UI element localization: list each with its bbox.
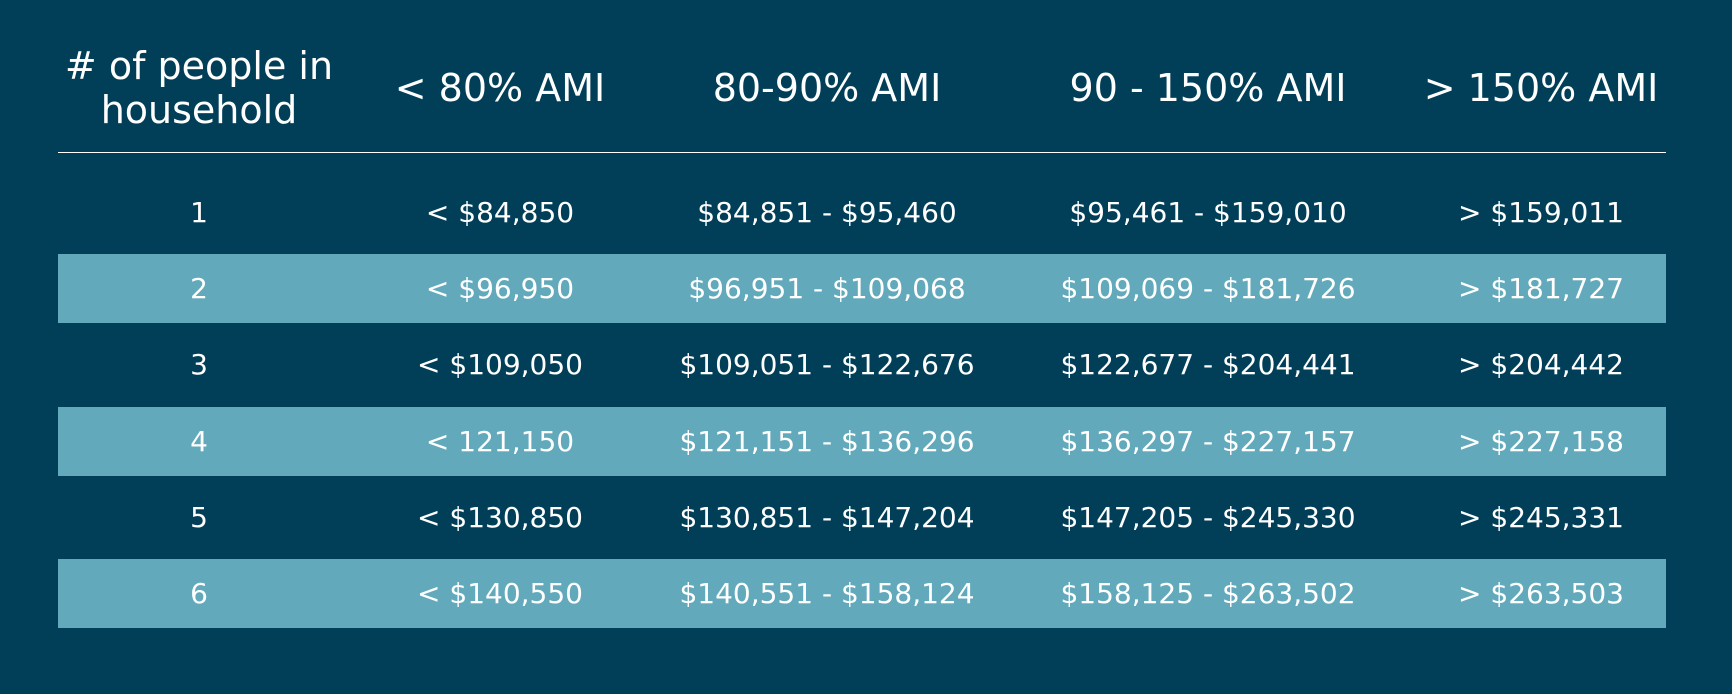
table-cell: $95,461 - $159,010: [1069, 196, 1347, 229]
table-cell: < $96,950: [425, 272, 575, 306]
table-cell: $121,151 - $136,296: [679, 424, 975, 458]
table-row: 1 < $84,850 $84,851 - $95,460 $95,461 - $15…: [58, 178, 1666, 247]
column-header: 90 - 150% AMI: [1069, 66, 1347, 110]
column-header: # of people in household: [64, 44, 334, 132]
table-cell: $84,851 - $95,460: [697, 196, 957, 229]
table-cell: $96,951 - $109,068: [688, 272, 966, 306]
table-cell: $158,125 - $263,502: [1060, 577, 1356, 610]
table-row: 4 < 121,150 $121,151 - $136,296 $136,297 - …: [58, 406, 1666, 476]
table-cell: > $227,158: [1458, 424, 1624, 458]
table-cell: < $84,850: [425, 196, 575, 229]
table-cell: $136,297 - $227,157: [1060, 424, 1356, 458]
table-cell: $109,051 - $122,676: [679, 348, 975, 382]
table-row: 6 < $140,550 $140,551 - $158,124 $158,125 -…: [58, 559, 1666, 628]
table-cell: > $263,503: [1458, 577, 1624, 610]
table-cell: $109,069 - $181,726: [1060, 272, 1356, 306]
table-cell: $147,205 - $245,330: [1060, 500, 1356, 534]
table-row: 3 < $109,050 $109,051 - $122,676 $122,677 -…: [58, 330, 1666, 399]
table-cell: 3: [190, 348, 208, 382]
table-cell: > $181,727: [1458, 272, 1624, 306]
table-cell: < $130,850: [417, 500, 583, 534]
table-cell: $130,851 - $147,204: [679, 500, 975, 534]
table-header: # of people in household < 80% AMI 80-90% …: [58, 36, 1666, 153]
table-row: 2 < $96,950 $96,951 - $109,068 $109,069 - $…: [58, 254, 1666, 324]
column-header: > 150% AMI: [1423, 66, 1659, 110]
table-cell: $122,677 - $204,441: [1060, 348, 1356, 382]
table-row: 5 < $130,850 $130,851 - $147,204 $147,205 -…: [58, 483, 1666, 552]
table-cell: > $204,442: [1458, 348, 1624, 382]
table-cell: < $140,550: [417, 577, 583, 610]
table-cell: > $159,011: [1458, 196, 1624, 229]
table-cell: < $109,050: [417, 348, 583, 382]
table-cell: $140,551 - $158,124: [679, 577, 975, 610]
column-header: 80-90% AMI: [712, 66, 942, 110]
table-cell: < 121,150: [425, 424, 575, 458]
table-cell: 1: [190, 196, 208, 229]
table-cell: 5: [190, 500, 208, 534]
table-cell: 2: [190, 272, 208, 306]
table-cell: > $245,331: [1458, 500, 1624, 534]
column-header: < 80% AMI: [394, 66, 606, 110]
table-cell: 6: [190, 577, 208, 610]
table-cell: 4: [190, 424, 208, 458]
